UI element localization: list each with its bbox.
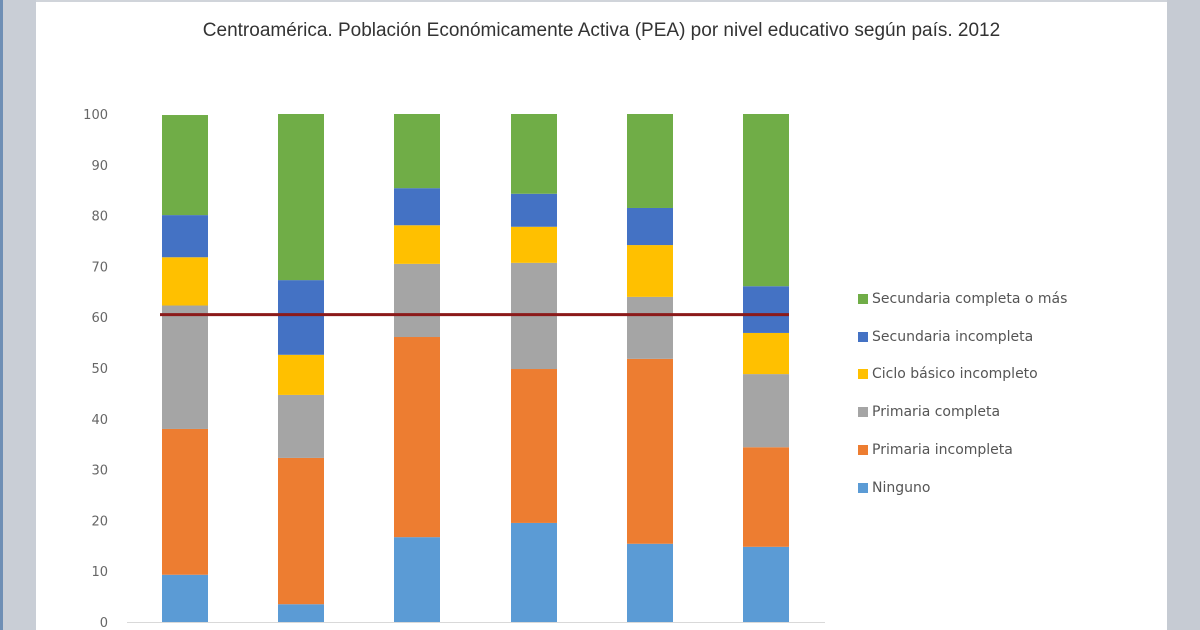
y-tick-label: 10	[91, 565, 108, 580]
top-border	[36, 0, 1167, 2]
legend-label: Primaria incompleta	[872, 442, 1013, 459]
bar-segment-primaria-incompleta	[162, 428, 208, 575]
bar-segment-secundaria-completa-o-m-s	[511, 114, 557, 194]
right-panel	[1167, 0, 1200, 630]
legend-swatch	[858, 445, 868, 456]
y-tick-label: 70	[91, 260, 108, 275]
bar-segment-ninguno	[394, 537, 440, 622]
y-tick-label: 80	[91, 210, 108, 225]
legend-label: Secundaria completa o más	[872, 290, 1068, 307]
y-tick-label: 20	[91, 514, 108, 529]
bar-segment-secundaria-completa-o-m-s	[278, 114, 324, 281]
y-tick-label: 60	[91, 311, 108, 326]
bar-segment-ninguno	[511, 522, 557, 622]
left-panel	[3, 0, 36, 630]
y-tick-label: 100	[83, 108, 108, 123]
y-tick-label: 50	[91, 362, 108, 377]
bar-segment-secundaria-completa-o-m-s	[627, 114, 673, 208]
bar-segment-ciclo-b-sico-incompleto	[162, 257, 208, 306]
bar-segment-primaria-incompleta	[743, 447, 789, 547]
y-tick-label: 30	[91, 464, 108, 479]
legend-item: Ciclo básico incompleto	[858, 356, 1067, 394]
legend-label: Secundaria incompleta	[872, 328, 1034, 345]
bar-segment-ninguno	[278, 604, 324, 622]
bar-segment-ciclo-b-sico-incompleto	[394, 225, 440, 264]
legend-swatch	[858, 293, 868, 304]
legend-item: Ninguno	[858, 469, 1067, 507]
bar-segment-ciclo-b-sico-incompleto	[743, 332, 789, 375]
bar-segment-primaria-completa	[162, 305, 208, 429]
bar-segment-primaria-incompleta	[278, 457, 324, 605]
bar-segment-primaria-completa	[394, 263, 440, 338]
bar-segment-secundaria-incompleta	[627, 207, 673, 246]
chart-legend: Secundaria completa o más Secundaria inco…	[858, 280, 1067, 507]
bar-segment-ciclo-b-sico-incompleto	[627, 245, 673, 297]
window-edge	[0, 0, 3, 630]
bar-segment-secundaria-incompleta	[743, 286, 789, 333]
bar-segment-ninguno	[627, 543, 673, 622]
bar-segment-primaria-completa	[627, 296, 673, 359]
bar-segment-ninguno	[743, 546, 789, 622]
bar-segment-ciclo-b-sico-incompleto	[278, 354, 324, 395]
legend-label: Primaria completa	[872, 404, 1001, 421]
chart-title: Centroamérica. Población Económicamente …	[202, 20, 1001, 41]
legend-swatch	[858, 331, 868, 342]
y-tick-label: 40	[91, 413, 108, 428]
legend-swatch	[858, 369, 868, 380]
legend-item: Primaria incompleta	[858, 431, 1067, 469]
legend-label: Ninguno	[872, 479, 931, 496]
bar-segment-primaria-incompleta	[394, 337, 440, 538]
bar-segment-secundaria-completa-o-m-s	[743, 114, 789, 287]
bar-segment-secundaria-incompleta	[511, 193, 557, 227]
legend-swatch	[858, 482, 868, 493]
legend-label: Ciclo básico incompleto	[872, 366, 1038, 383]
bar-segment-secundaria-incompleta	[394, 188, 440, 226]
bar-segment-secundaria-completa-o-m-s	[162, 115, 208, 216]
bar-segment-primaria-incompleta	[627, 358, 673, 544]
legend-item: Primaria completa	[858, 393, 1067, 431]
legend-item: Secundaria incompleta	[858, 318, 1067, 356]
bar-segment-secundaria-completa-o-m-s	[394, 114, 440, 189]
legend-item: Secundaria completa o más	[858, 280, 1067, 318]
bar-segment-secundaria-incompleta	[278, 280, 324, 355]
bar-segment-primaria-completa	[743, 374, 789, 448]
bar-segment-primaria-incompleta	[511, 369, 557, 523]
y-tick-label: 90	[91, 159, 108, 174]
bar-segment-primaria-completa	[278, 394, 324, 458]
bar-segment-secundaria-incompleta	[162, 215, 208, 258]
y-tick-label: 0	[100, 616, 108, 630]
legend-swatch	[858, 407, 868, 418]
bar-segment-ninguno	[162, 574, 208, 622]
bar-segment-ciclo-b-sico-incompleto	[511, 226, 557, 263]
